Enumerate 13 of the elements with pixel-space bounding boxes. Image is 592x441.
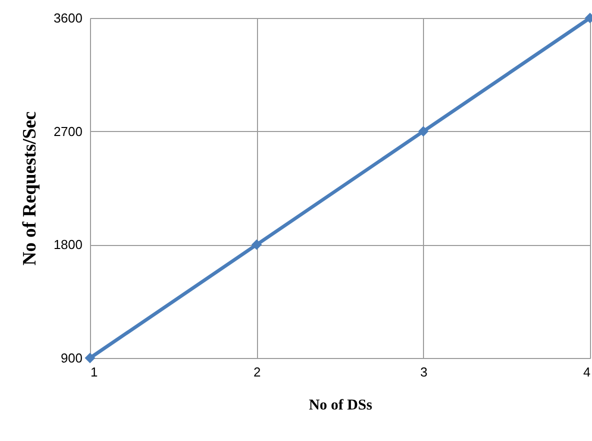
y-axis-title: No of Requests/Sec <box>20 111 41 266</box>
y-tick-label: 1800 <box>54 237 82 252</box>
x-tick-label: 3 <box>420 364 428 380</box>
y-tick-label: 900 <box>60 350 82 366</box>
x-axis-title: No of DSs <box>308 398 372 414</box>
y-tick-label: 2700 <box>54 124 82 139</box>
x-tick-label: 4 <box>583 364 590 380</box>
x-tick-label: 2 <box>254 364 261 380</box>
point <box>418 126 429 137</box>
point <box>84 352 96 364</box>
y-tick-label: 3600 <box>54 10 82 26</box>
x-tick-label: 1 <box>90 364 98 380</box>
point <box>251 239 262 250</box>
